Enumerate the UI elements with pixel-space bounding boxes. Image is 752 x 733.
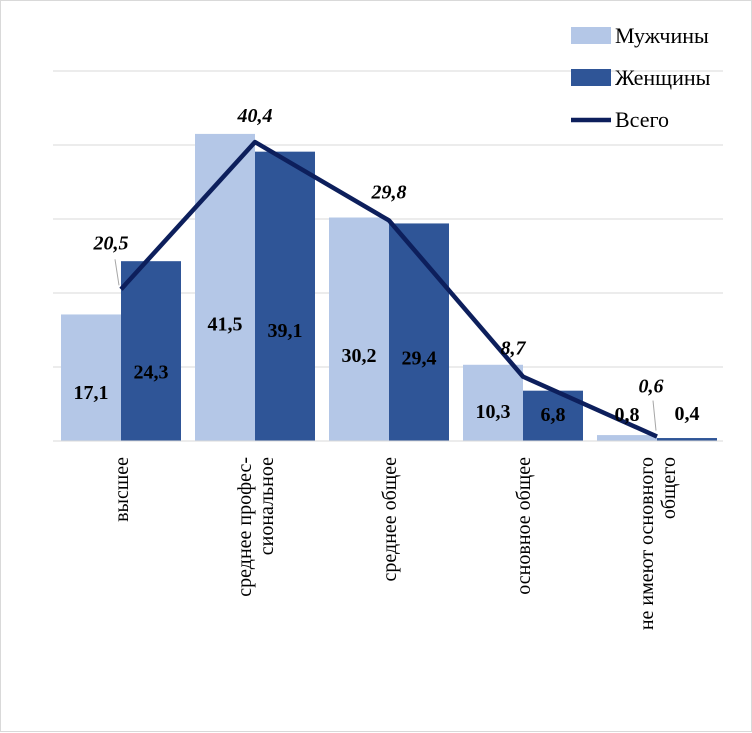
- total-label-3: 8,7: [501, 338, 527, 360]
- category-label-2-0: среднее общее: [379, 457, 401, 582]
- leader-line-4: [652, 400, 657, 431]
- total-line: [119, 139, 658, 439]
- value-label-men-0: 17,1: [74, 382, 109, 404]
- value-label-women-0: 24,3: [134, 362, 169, 384]
- category-label-4-1: общего: [658, 457, 680, 519]
- category-label-4-0: не имеют основного: [636, 457, 658, 630]
- value-label-men-4: 0,8: [615, 404, 640, 426]
- bar-men-2: [329, 217, 389, 441]
- legend-men-swatch: [571, 27, 611, 44]
- bar-men-4: [597, 435, 657, 441]
- value-label-women-1: 39,1: [268, 320, 303, 342]
- category-label-0-0: высшее: [111, 457, 133, 522]
- total-label-0: 20,5: [93, 232, 129, 254]
- legend-total-label: Всего: [615, 107, 669, 132]
- value-label-women-4: 0,4: [675, 403, 700, 425]
- bar-women-1: [255, 151, 315, 441]
- legend-women-swatch: [571, 69, 611, 86]
- legend: Мужчины Женщины Всего: [571, 23, 711, 132]
- bar-men-0: [61, 314, 121, 441]
- legend-men-label: Мужчины: [615, 23, 709, 48]
- bar-men-3: [463, 364, 523, 441]
- total-label-4: 0,6: [639, 376, 664, 398]
- bar-men-1: [195, 133, 255, 441]
- bar-women-0: [121, 261, 181, 441]
- category-label-1-1: сиональное: [256, 457, 278, 555]
- category-label-3-0: основное общее: [513, 457, 535, 595]
- category-label-1-0: среднее профес-: [234, 457, 256, 597]
- leader-line-0: [114, 259, 120, 286]
- data-labels: 17,1 24,3 41,5 39,1 30,2 29,4 10,3 6,8 0,8 0,4 20,…: [74, 105, 700, 431]
- x-axis: высшее среднее профес-сиональное среднее о…: [53, 440, 723, 630]
- value-label-women-2: 29,4: [402, 347, 437, 369]
- value-label-men-2: 30,2: [342, 345, 377, 367]
- total-label-1: 40,4: [237, 105, 273, 127]
- bar-women-2: [389, 223, 449, 441]
- total-series-line: [119, 139, 658, 439]
- legend-women-label: Женщины: [615, 65, 711, 90]
- value-label-women-3: 6,8: [541, 404, 566, 426]
- value-label-men-3: 10,3: [476, 401, 511, 423]
- value-label-men-1: 41,5: [208, 313, 243, 335]
- total-label-2: 29,8: [371, 181, 407, 203]
- bars: [61, 133, 717, 441]
- bar-women-4: [657, 438, 717, 441]
